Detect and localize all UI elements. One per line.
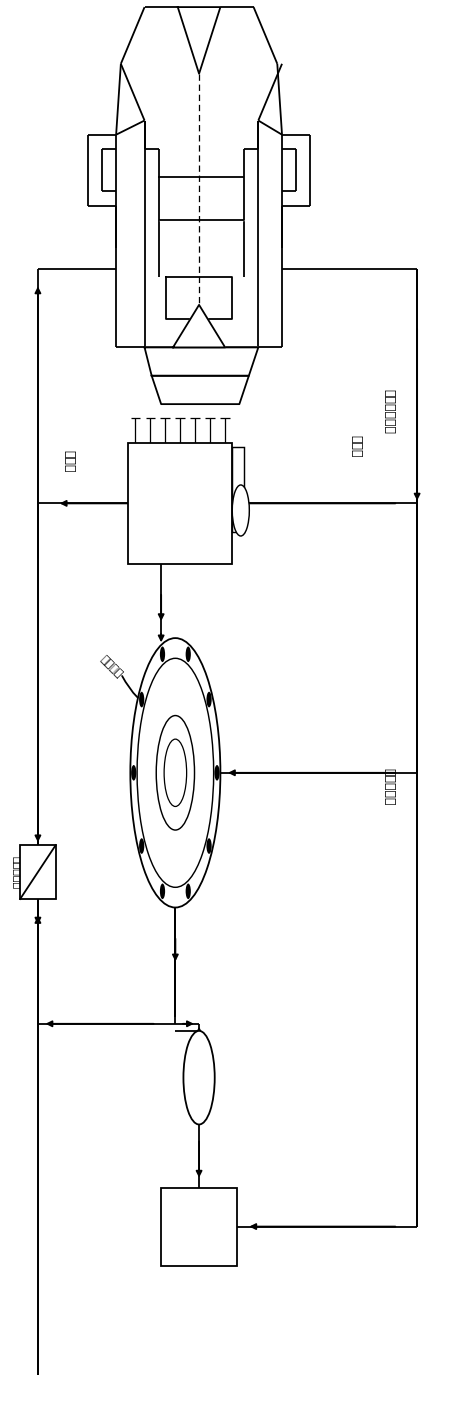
- Text: 燃油进: 燃油进: [349, 435, 362, 458]
- Circle shape: [207, 838, 212, 854]
- Polygon shape: [159, 177, 244, 220]
- Circle shape: [207, 692, 212, 708]
- FancyBboxPatch shape: [20, 845, 56, 899]
- Polygon shape: [145, 347, 258, 376]
- Circle shape: [139, 692, 144, 708]
- Text: 滑油泵: 滑油泵: [189, 1072, 209, 1083]
- Ellipse shape: [164, 739, 187, 807]
- FancyBboxPatch shape: [232, 447, 244, 532]
- Text: 高速气流: 高速气流: [99, 654, 124, 679]
- Circle shape: [186, 647, 191, 662]
- Ellipse shape: [130, 638, 220, 908]
- Polygon shape: [152, 376, 249, 404]
- Text: 燃滑油换热器: 燃滑油换热器: [382, 389, 395, 434]
- FancyBboxPatch shape: [161, 1188, 237, 1266]
- Text: 燃油出: 燃油出: [62, 450, 75, 472]
- Text: 压力开启阀: 压力开启阀: [11, 855, 21, 889]
- Polygon shape: [166, 277, 232, 319]
- FancyBboxPatch shape: [128, 442, 232, 563]
- Circle shape: [131, 766, 137, 780]
- Circle shape: [160, 647, 165, 662]
- Ellipse shape: [156, 716, 194, 830]
- Polygon shape: [178, 7, 220, 74]
- Polygon shape: [173, 305, 225, 347]
- Circle shape: [186, 883, 191, 899]
- Circle shape: [160, 883, 165, 899]
- Circle shape: [139, 838, 144, 854]
- Circle shape: [232, 485, 249, 536]
- Circle shape: [214, 766, 219, 780]
- Ellipse shape: [137, 658, 214, 888]
- Text: 空冷散热器: 空冷散热器: [382, 769, 395, 805]
- Text: 滑油箱: 滑油箱: [188, 1219, 210, 1234]
- Circle shape: [183, 1031, 215, 1124]
